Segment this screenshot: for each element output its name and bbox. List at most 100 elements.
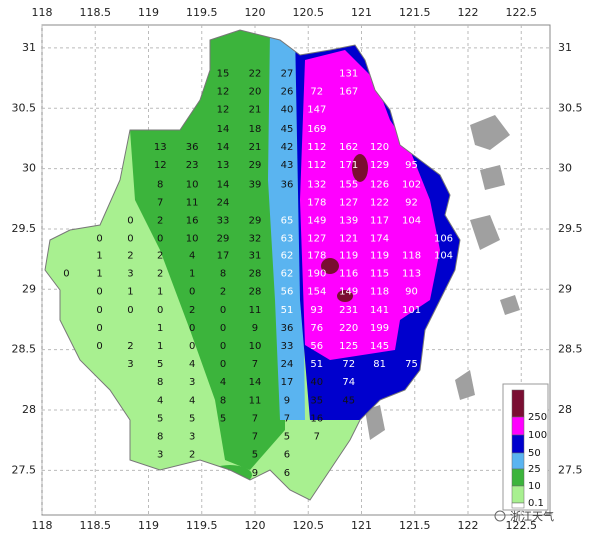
station-value: 15 xyxy=(217,68,230,79)
station-value: 2 xyxy=(189,450,195,461)
station-value: 0 xyxy=(220,341,226,352)
station-value: 35 xyxy=(310,395,323,406)
lon-tick-label: 120 xyxy=(244,519,265,532)
station-value: 155 xyxy=(339,179,358,190)
station-value: 16 xyxy=(186,216,199,227)
station-value: 8 xyxy=(220,395,226,406)
station-value: 0 xyxy=(189,341,195,352)
station-value: 0 xyxy=(189,323,195,334)
station-value: 4 xyxy=(220,377,226,388)
station-value: 20 xyxy=(249,86,262,97)
station-value: 2 xyxy=(157,269,163,280)
lat-tick-label: 29 xyxy=(558,282,572,295)
station-value: 149 xyxy=(339,287,358,298)
lat-tick-label: 29.5 xyxy=(12,222,37,235)
station-value: 0 xyxy=(96,287,102,298)
legend-swatch xyxy=(511,416,525,436)
station-value: 125 xyxy=(339,341,358,352)
station-value: 18 xyxy=(249,124,262,135)
watermark: 浙江天气 xyxy=(494,509,554,523)
station-value: 13 xyxy=(154,142,167,153)
station-value: 24 xyxy=(281,359,294,370)
station-value: 2 xyxy=(220,287,226,298)
station-value: 28 xyxy=(249,269,262,280)
lon-tick-label: 119 xyxy=(138,6,159,19)
station-value: 1 xyxy=(96,251,102,262)
station-value: 112 xyxy=(307,142,326,153)
station-value: 0 xyxy=(220,359,226,370)
station-value: 2 xyxy=(127,251,133,262)
station-value: 51 xyxy=(281,305,294,316)
station-value: 122 xyxy=(370,197,389,208)
station-value: 220 xyxy=(339,323,358,334)
lat-tick-label: 31 xyxy=(558,41,572,54)
station-value: 11 xyxy=(249,395,262,406)
station-value: 10 xyxy=(186,179,199,190)
station-value: 76 xyxy=(310,323,323,334)
station-value: 63 xyxy=(281,234,294,245)
station-value: 56 xyxy=(310,341,323,352)
watermark-text: 浙江天气 xyxy=(510,509,554,523)
station-value: 10 xyxy=(186,234,199,245)
lat-tick-label: 29 xyxy=(22,282,36,295)
station-value: 145 xyxy=(370,341,389,352)
station-value: 29 xyxy=(249,160,262,171)
station-value: 117 xyxy=(370,216,389,227)
station-value: 90 xyxy=(405,287,418,298)
station-value: 62 xyxy=(281,251,294,262)
legend-label: 10 xyxy=(528,481,541,492)
station-value: 29 xyxy=(249,216,262,227)
station-value: 0 xyxy=(220,323,226,334)
lon-tick-label: 122 xyxy=(457,519,478,532)
station-value: 171 xyxy=(339,160,358,171)
station-value: 3 xyxy=(127,359,133,370)
legend-label: 100 xyxy=(528,430,547,441)
station-value: 7 xyxy=(157,197,163,208)
station-value: 4 xyxy=(189,251,195,262)
station-value: 112 xyxy=(307,160,326,171)
legend-label: 25 xyxy=(528,464,541,475)
station-value: 12 xyxy=(217,104,230,115)
station-value: 5 xyxy=(189,413,195,424)
station-value: 1 xyxy=(96,269,102,280)
station-value: 149 xyxy=(307,216,326,227)
station-value: 2 xyxy=(157,251,163,262)
station-value: 115 xyxy=(370,269,389,280)
station-value: 1 xyxy=(157,323,163,334)
station-value: 0 xyxy=(157,234,163,245)
station-value: 147 xyxy=(307,104,326,115)
lon-tick-label: 119 xyxy=(138,519,159,532)
station-value: 0 xyxy=(127,216,133,227)
station-value: 178 xyxy=(307,251,326,262)
station-value: 9 xyxy=(252,323,258,334)
station-value: 17 xyxy=(217,251,230,262)
lat-tick-label: 30.5 xyxy=(12,101,37,114)
station-value: 3 xyxy=(127,269,133,280)
station-value: 21 xyxy=(249,142,262,153)
station-value: 0 xyxy=(189,287,195,298)
station-value: 0 xyxy=(220,305,226,316)
station-value: 5 xyxy=(157,359,163,370)
station-value: 11 xyxy=(186,197,199,208)
station-value: 12 xyxy=(217,86,230,97)
station-value: 141 xyxy=(370,305,389,316)
lon-tick-label: 122 xyxy=(457,6,478,19)
station-value: 104 xyxy=(434,251,453,262)
station-value: 62 xyxy=(281,269,294,280)
station-value: 0 xyxy=(127,234,133,245)
lon-tick-label: 118 xyxy=(32,519,53,532)
legend-swatch xyxy=(511,389,525,418)
legend-label: 250 xyxy=(528,412,547,423)
station-value: 21 xyxy=(249,104,262,115)
lon-tick-label: 120 xyxy=(244,6,265,19)
lon-tick-label: 121 xyxy=(351,519,372,532)
lon-tick-label: 119.5 xyxy=(186,6,218,19)
station-value: 0 xyxy=(96,323,102,334)
station-value: 118 xyxy=(402,251,421,262)
islands xyxy=(365,115,520,440)
legend: 250 100 50 25 10 0.1 xyxy=(502,383,549,511)
station-value: 7 xyxy=(252,432,258,443)
station-value: 36 xyxy=(281,179,294,190)
province-border xyxy=(44,29,461,501)
